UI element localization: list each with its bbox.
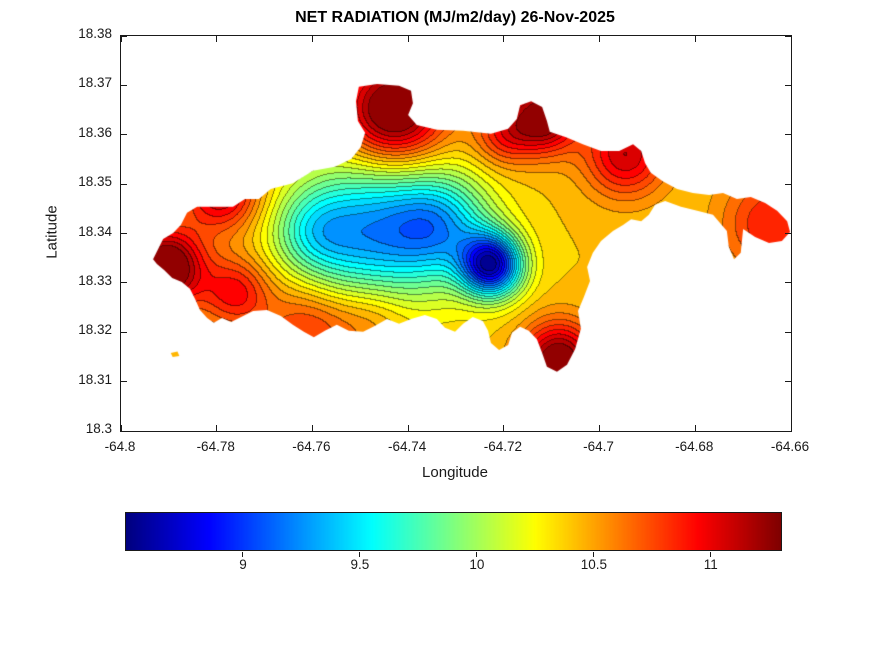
y-tick-label: 18.35 [78,174,112,190]
y-tick-mark [121,282,127,284]
x-tick-mark [216,425,218,431]
colorbar-tick-label: 10 [469,557,485,572]
y-tick-label: 18.31 [78,371,112,387]
y-tick-label: 18.38 [78,26,112,41]
y-tick-mark [785,282,791,284]
y-tick-mark [785,35,791,37]
x-tick-label: -64.7 [583,439,614,454]
y-tick-mark [121,84,127,86]
y-tick-label: 18.32 [78,322,112,338]
x-tick-mark [503,425,505,431]
colorbar-tick-mark [359,552,361,557]
x-tick-label: -64.78 [196,439,235,454]
x-tick-mark [599,36,601,42]
y-tick-mark [121,134,127,136]
x-tick-mark [599,425,601,431]
x-tick-mark [120,425,122,431]
y-tick-mark [121,381,127,383]
y-tick-mark [785,233,791,234]
colorbar [125,512,782,557]
y-tick-label: 18.33 [78,272,112,288]
x-tick-mark [694,425,696,431]
colorbar-tick-mark [710,552,712,557]
x-tick-mark [790,425,792,431]
y-tick-label: 18.37 [78,75,112,91]
x-tick-mark [694,36,696,42]
y-tick-mark [785,331,791,333]
x-tick-mark [407,36,409,42]
y-tick-mark [785,84,791,86]
colorbar-tick-label: 9 [239,557,247,572]
y-tick-mark [785,381,791,383]
colorbar-tick-mark [242,552,244,557]
y-tick-mark [121,331,127,333]
x-tick-label: -64.8 [104,439,136,454]
colorbar-tick-label: 10.5 [580,557,607,572]
y-tick-mark [785,134,791,136]
x-tick-mark [311,36,313,42]
x-tick-label: -64.76 [292,439,331,454]
x-tick-label: -64.72 [483,439,522,454]
x-tick-mark [120,36,122,42]
y-tick-mark [121,183,127,185]
x-tick-label: -64.74 [388,439,427,454]
colorbar-gradient-canvas [126,513,781,550]
chart-title: NET RADIATION (MJ/m2/day) 26-Nov-2025 [295,9,615,26]
x-axis-label: Longitude [422,464,488,481]
x-tick-mark [790,36,792,42]
y-tick-mark [121,35,127,37]
y-tick-mark [121,430,127,432]
y-tick-label: 18.36 [78,124,112,140]
colorbar-tick-label: 11 [703,557,718,572]
x-tick-mark [503,36,505,42]
colorbar-tick-mark [593,552,595,557]
plot-area [120,35,792,432]
y-tick-mark [121,233,127,234]
x-tick-mark [311,425,313,431]
colorbar-tick-label: 9.5 [350,557,370,572]
x-tick-mark [407,425,409,431]
y-tick-mark [785,183,791,185]
x-tick-label: -64.66 [770,439,810,454]
x-tick-mark [216,36,218,42]
y-tick-label: 18.3 [85,421,112,436]
colorbar-tick-mark [476,552,478,557]
y-tick-label: 18.34 [78,223,112,239]
x-tick-label: -64.68 [675,439,714,454]
y-tick-mark [785,430,791,432]
contour-map-canvas [121,36,791,431]
